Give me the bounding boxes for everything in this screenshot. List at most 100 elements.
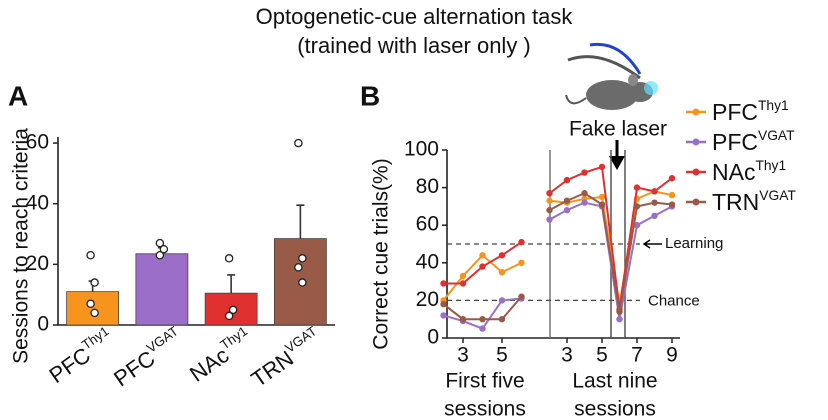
error-bar [296,204,305,239]
x-tick-label: 5 [596,344,608,367]
legend-label: TRNVGAT [712,188,796,215]
mouse-illustration [565,42,658,110]
series-point [440,312,447,319]
legend-label-base: PFC [712,129,758,155]
data-point [298,278,307,287]
x-tick-label: TRNVGAT [245,324,326,392]
y-tick-label: 40 [416,250,439,273]
x-group-label: Last nine [572,370,657,393]
x-tick-label: 9 [666,344,678,367]
series-point [459,280,467,287]
legend-label: PFCThy1 [712,98,789,125]
error-bar [227,274,236,294]
series-point [546,206,553,214]
series-point [546,216,553,223]
legend-label: PFCVGAT [712,128,795,155]
series-point [633,184,641,191]
x-tick-label: 5 [496,344,508,367]
x-tick-label-sup: VGAT [144,324,181,356]
x-group-label: sessions [574,398,656,420]
series-point [598,163,606,171]
annotation: Fake laser [569,118,667,141]
series-point [616,308,623,315]
panel-letter: B [360,80,380,111]
reference-arrow [642,239,662,249]
data-point [90,278,99,287]
y-tick-label: 60 [26,131,49,154]
title-line: Optogenetic-cue alternation task [256,4,574,29]
series-point [440,280,447,287]
series-point [498,269,506,276]
y-tick-label: 0 [37,313,49,336]
data-point [224,311,234,321]
reference-label: Learning [665,235,723,252]
title-line: (trained with laser only ) [297,33,531,58]
legend-marker [692,138,700,146]
x-tick-label-sup: Thy1 [218,324,251,353]
y-tick-label: 100 [404,138,439,161]
x-tick-label: PFCThy1 [43,324,119,388]
legend-label: NAcThy1 [712,158,786,185]
series-point [498,252,506,259]
legend-marker [692,108,700,116]
legend-marker [692,198,700,206]
series-point [498,316,506,323]
data-point [294,263,303,272]
y-tick-label: 60 [416,213,439,236]
x-tick-label: 7 [631,344,643,367]
series-point [563,176,571,184]
series-point [651,188,658,195]
y-axis-label: Correct cue trials(%) [370,158,393,349]
series-point [598,201,606,208]
x-tick-label-sup: Thy1 [79,324,112,353]
panel-letter: A [8,80,28,111]
bar [135,253,189,326]
series-point [581,169,588,176]
annotation-arrowhead [609,156,625,170]
series-point [479,325,486,332]
data-point [155,251,165,260]
series-point [581,190,588,197]
series-point [518,293,525,300]
series-point [459,316,467,323]
series-point [479,263,486,270]
series-point [498,297,506,304]
data-point [86,251,95,260]
legend-label-base: TRN [712,189,759,215]
series-point [479,252,486,259]
series-point [651,199,658,206]
data-point [90,308,99,318]
series-point [479,316,486,323]
series-point [546,190,553,197]
x-tick-label: PFCVGAT [108,324,188,391]
legend-label-sup: VGAT [759,188,796,203]
y-tick-label: 40 [26,191,49,214]
legend-label-base: PFC [712,99,758,125]
series-point [563,197,571,204]
data-point [228,305,238,315]
series-point [651,212,658,219]
legend-label-sup: Thy1 [758,98,789,113]
data-point [86,299,95,309]
data-point [294,138,303,148]
series-point [546,197,553,204]
y-axis-label: Sessions to reach criteria [10,128,33,364]
series-point [616,316,623,323]
series-point [633,203,641,210]
legend-label-sup: VGAT [758,128,795,143]
series-point [440,300,447,308]
data-point [224,254,234,263]
data-point [298,254,307,263]
y-tick-label: 20 [26,252,49,275]
series-point [668,201,676,208]
y-tick-label: 0 [427,326,439,349]
series-point [518,238,525,246]
series-point [633,222,641,229]
series-point [518,259,525,266]
x-tick-label: NAcThy1 [184,324,258,387]
reference-label: Chance [648,292,700,309]
x-group-label: First five [445,370,524,393]
data-point [155,238,165,248]
series-line [442,253,522,302]
